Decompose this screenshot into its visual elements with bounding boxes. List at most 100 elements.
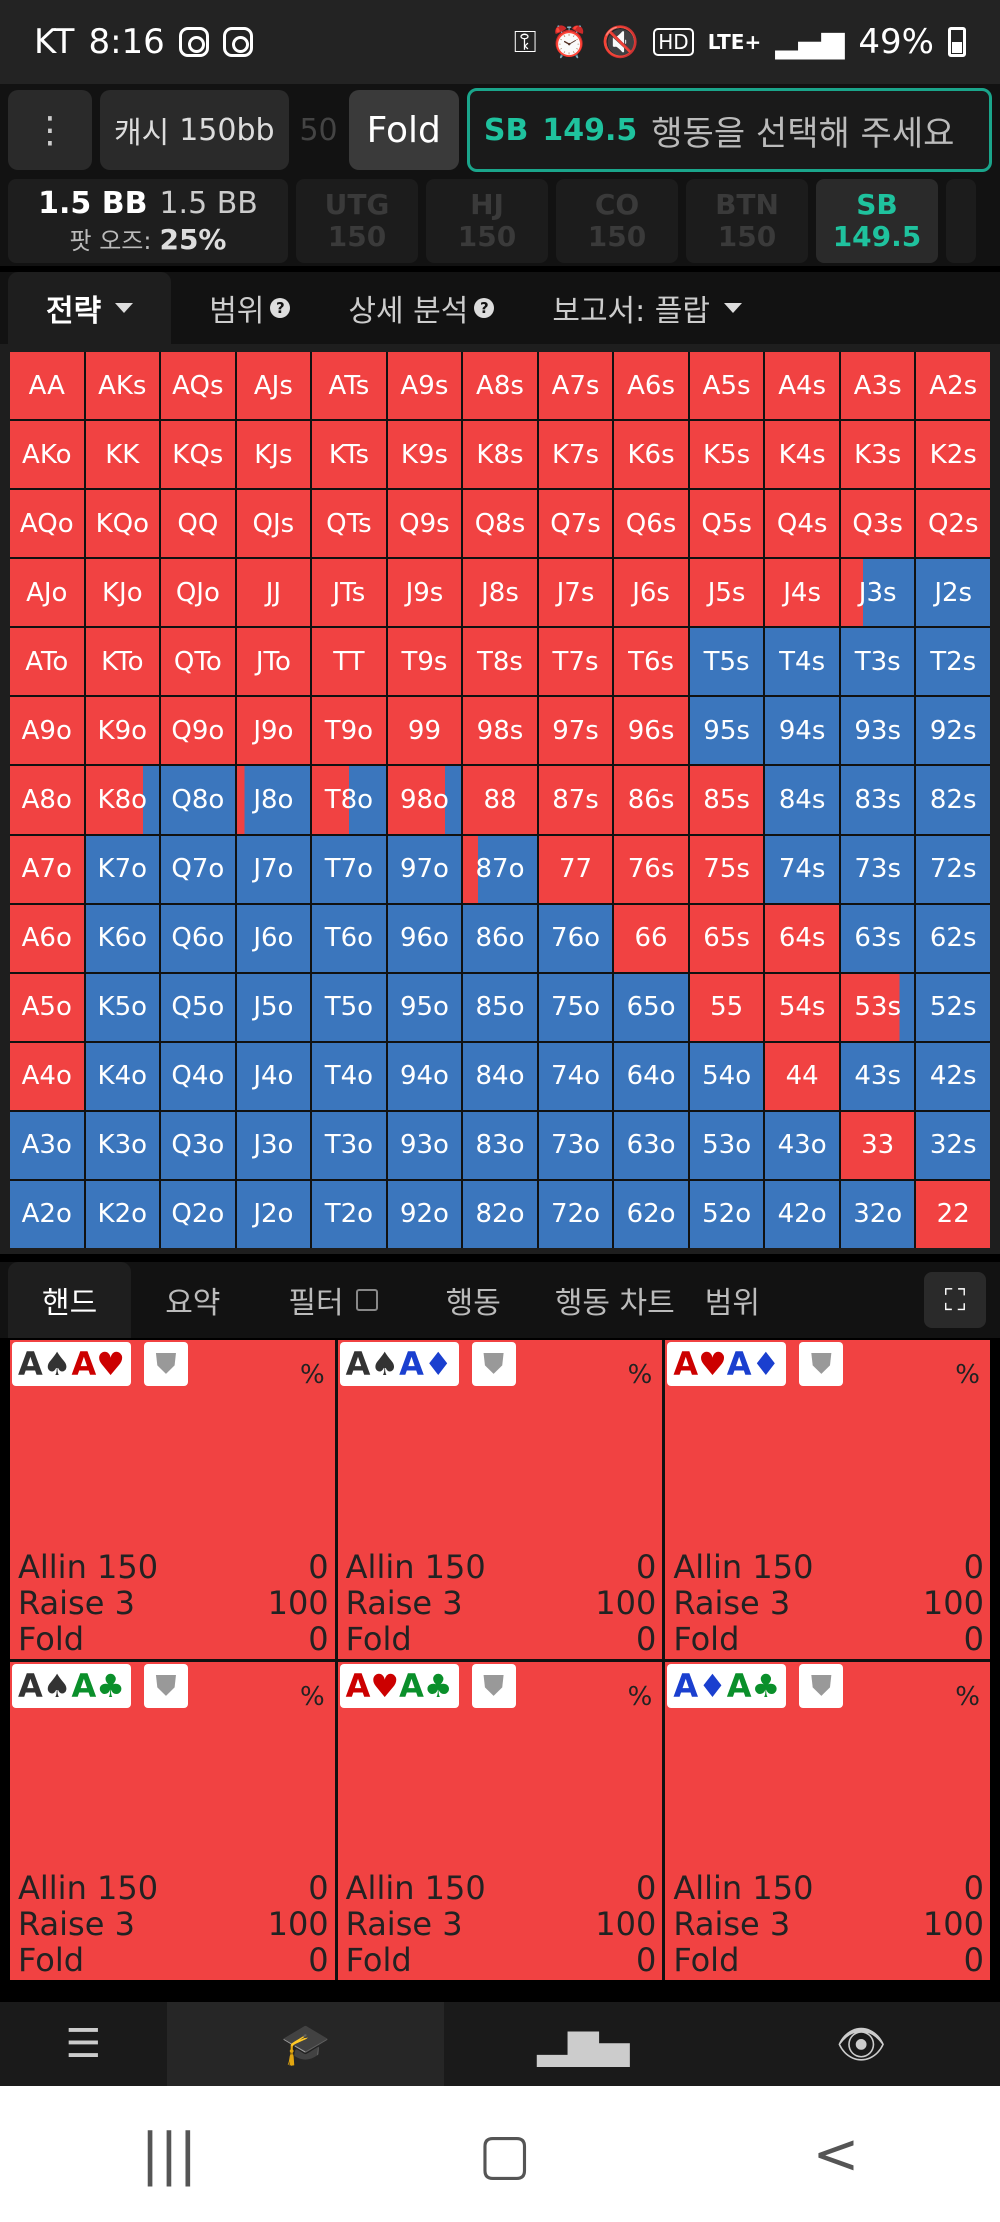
tab-range[interactable]: 범위?	[171, 272, 328, 344]
grid-cell[interactable]: T9s	[387, 628, 462, 696]
grid-cell[interactable]: 74s	[765, 835, 839, 903]
tab-action-chart[interactable]: 행동 차트	[554, 1286, 675, 1321]
study-nav-icon[interactable]: 🎓	[166, 2002, 445, 2086]
grid-cell[interactable]: J9s	[387, 559, 462, 627]
hand-card[interactable]: A♦ A♣ ⛊ % Allin 150 0 Raise 3 100 Fold 0	[665, 1661, 990, 1980]
grid-cell[interactable]: 65s	[689, 904, 764, 972]
grid-cell[interactable]: K9o	[85, 697, 160, 765]
grid-cell[interactable]: Q9o	[161, 697, 235, 765]
grid-cell[interactable]: J2s	[916, 559, 990, 627]
grid-cell[interactable]: JJ	[236, 559, 311, 627]
grid-cell[interactable]: KTs	[312, 421, 386, 489]
seat-co[interactable]: CO 150	[556, 179, 678, 263]
grid-cell[interactable]: 55	[689, 973, 764, 1041]
fullscreen-icon[interactable]: ⛶	[924, 1272, 986, 1328]
grid-cell[interactable]: 63o	[614, 1111, 688, 1179]
more-menu-button[interactable]: ⋮	[8, 90, 92, 170]
grid-cell[interactable]: AQs	[161, 352, 235, 420]
grid-cell[interactable]: K9s	[387, 421, 462, 489]
hand-card[interactable]: A♥ A♦ ⛊ % Allin 150 0 Raise 3 100 Fold 0	[665, 1340, 990, 1659]
grid-cell[interactable]: 84o	[463, 1042, 537, 1110]
grid-cell[interactable]: J2o	[236, 1180, 311, 1248]
grid-cell[interactable]: Q7s	[538, 490, 613, 558]
grid-cell[interactable]: K6o	[85, 904, 160, 972]
grid-cell[interactable]: 85s	[689, 766, 764, 834]
grid-cell[interactable]: A2s	[916, 352, 990, 420]
grid-cell[interactable]: 98s	[463, 697, 537, 765]
grid-cell[interactable]: 87s	[538, 766, 613, 834]
grid-cell[interactable]: 43s	[840, 1042, 915, 1110]
grid-cell[interactable]: 98o	[387, 766, 462, 834]
grid-cell[interactable]: A7s	[538, 352, 613, 420]
grid-cell[interactable]: J5o	[236, 973, 311, 1041]
help-icon[interactable]: ?	[270, 298, 291, 318]
seat-utg[interactable]: UTG 150	[296, 179, 418, 263]
hand-card[interactable]: A♠ A♣ ⛊ % Allin 150 0 Raise 3 100 Fold 0	[10, 1661, 335, 1980]
grid-cell[interactable]: A6s	[614, 352, 688, 420]
grid-cell[interactable]: 72s	[916, 835, 990, 903]
hand-card[interactable]: A♠ A♦ ⛊ % Allin 150 0 Raise 3 100 Fold 0	[337, 1340, 663, 1659]
grid-cell[interactable]: Q8s	[463, 490, 537, 558]
grid-cell[interactable]: T9o	[312, 697, 386, 765]
grid-cell[interactable]: A4s	[765, 352, 839, 420]
grid-cell[interactable]: 74o	[538, 1042, 613, 1110]
tab-filter[interactable]: 필터	[254, 1262, 411, 1338]
grid-cell[interactable]: AJs	[236, 352, 311, 420]
back-icon[interactable]: <	[812, 2121, 860, 2187]
grid-cell[interactable]: 66	[614, 904, 688, 972]
grid-cell[interactable]: K7o	[85, 835, 160, 903]
grid-cell[interactable]: KQs	[161, 421, 235, 489]
grid-cell[interactable]: A9o	[10, 697, 84, 765]
grid-cell[interactable]: AA	[10, 352, 84, 420]
grid-cell[interactable]: 33	[840, 1111, 915, 1179]
grid-cell[interactable]: J4s	[765, 559, 839, 627]
grid-cell[interactable]: 42o	[765, 1180, 839, 1248]
grid-cell[interactable]: KK	[85, 421, 160, 489]
grid-cell[interactable]: J7s	[538, 559, 613, 627]
grid-cell[interactable]: 65o	[614, 973, 688, 1041]
grid-cell[interactable]: K5s	[689, 421, 764, 489]
grid-cell[interactable]: 75o	[538, 973, 613, 1041]
grid-cell[interactable]: T4s	[765, 628, 839, 696]
eye-nav-icon[interactable]: 👁	[835, 2021, 887, 2068]
grid-cell[interactable]: 84s	[765, 766, 839, 834]
grid-cell[interactable]: Q8o	[161, 766, 235, 834]
grid-cell[interactable]: K8o	[85, 766, 160, 834]
tab-detail[interactable]: 상세 분석?	[328, 272, 514, 344]
grid-cell[interactable]: 62o	[614, 1180, 688, 1248]
grid-cell[interactable]: KQo	[85, 490, 160, 558]
grid-cell[interactable]: 82s	[916, 766, 990, 834]
grid-cell[interactable]: QTs	[312, 490, 386, 558]
grid-cell[interactable]: A3s	[840, 352, 915, 420]
seat-overflow[interactable]	[946, 179, 976, 263]
grid-cell[interactable]: T2o	[312, 1180, 386, 1248]
grid-cell[interactable]: J3o	[236, 1111, 311, 1179]
grid-cell[interactable]: 97s	[538, 697, 613, 765]
grid-cell[interactable]: 99	[387, 697, 462, 765]
fold-button[interactable]: Fold	[348, 90, 459, 170]
help-icon-2[interactable]: ?	[474, 298, 495, 318]
grid-cell[interactable]: 95s	[689, 697, 764, 765]
hand-card[interactable]: A♠ A♥ ⛊ % Allin 150 0 Raise 3 100 Fold 0	[10, 1340, 335, 1659]
grid-cell[interactable]: K5o	[85, 973, 160, 1041]
grid-cell[interactable]: 83o	[463, 1111, 537, 1179]
grid-cell[interactable]: KTo	[85, 628, 160, 696]
grid-cell[interactable]: 52s	[916, 973, 990, 1041]
grid-cell[interactable]: QQ	[161, 490, 235, 558]
grid-cell[interactable]: Q4s	[765, 490, 839, 558]
hamburger-icon[interactable]: ☰	[65, 2021, 102, 2067]
grid-cell[interactable]: 94o	[387, 1042, 462, 1110]
grid-cell[interactable]: Q3s	[840, 490, 915, 558]
grid-cell[interactable]: 86o	[463, 904, 537, 972]
grid-cell[interactable]: 64o	[614, 1042, 688, 1110]
grid-cell[interactable]: J3s	[840, 559, 915, 627]
grid-cell[interactable]: T5o	[312, 973, 386, 1041]
grid-cell[interactable]: A3o	[10, 1111, 84, 1179]
grid-cell[interactable]: K4s	[765, 421, 839, 489]
grid-cell[interactable]: 76o	[538, 904, 613, 972]
grid-cell[interactable]: T5s	[689, 628, 764, 696]
hand-card[interactable]: A♥ A♣ ⛊ % Allin 150 0 Raise 3 100 Fold 0	[337, 1661, 663, 1980]
grid-cell[interactable]: 73o	[538, 1111, 613, 1179]
grid-cell[interactable]: 42s	[916, 1042, 990, 1110]
grid-cell[interactable]: Q5o	[161, 973, 235, 1041]
